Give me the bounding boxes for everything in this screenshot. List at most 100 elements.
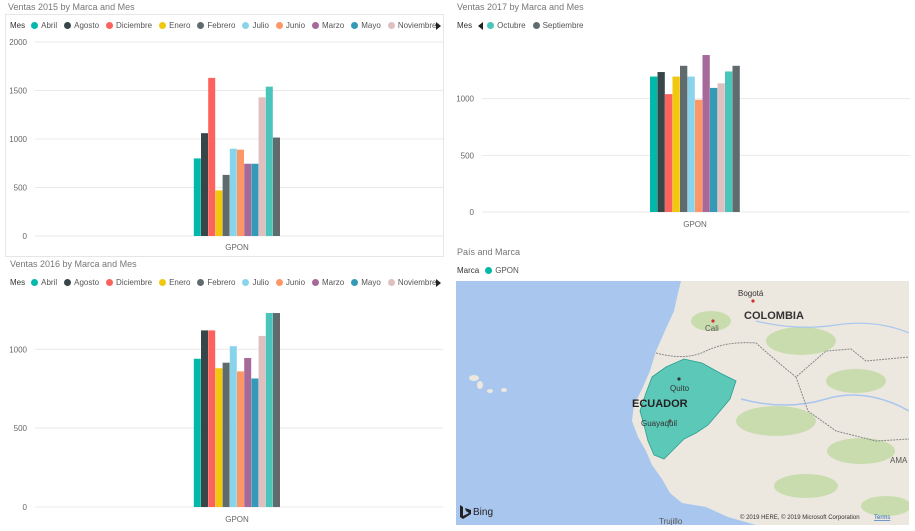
legend-next-arrow-icon[interactable] — [436, 279, 441, 287]
legend-prev-arrow-icon[interactable] — [478, 21, 484, 30]
bar-abril[interactable] — [193, 358, 201, 507]
legend-2017[interactable]: Mes Octubre Septiembre — [457, 21, 591, 30]
bar-julio[interactable] — [229, 346, 237, 507]
bar-octubre[interactable] — [265, 313, 273, 507]
legend-item-marzo[interactable]: Marzo — [312, 278, 344, 287]
bar-marzo[interactable] — [702, 55, 710, 213]
bar-noviembre[interactable] — [258, 97, 266, 236]
bar-febrero[interactable] — [680, 65, 688, 212]
map-canvas[interactable]: Bogotá COLOMBIA Cali Quito ECUADOR Guaya… — [456, 281, 909, 525]
legend-label: Abril — [41, 21, 58, 30]
map-label-quito: Quito — [670, 384, 690, 393]
map-label-trujillo: Trujillo — [659, 517, 683, 525]
bar-chart-2017[interactable]: 0 500 1000 GPON — [452, 32, 912, 232]
legend-label: Julio — [252, 278, 269, 287]
legend-item-enero[interactable]: Enero — [159, 278, 190, 287]
legend-item-agosto[interactable]: Agosto — [64, 278, 99, 287]
y-tick-label: 0 — [23, 232, 28, 241]
legend-item-noviembre[interactable]: Noviembre — [387, 278, 437, 287]
legend-label: Enero — [169, 278, 191, 287]
bar-septiembre[interactable] — [273, 137, 280, 236]
bar-chart-2015[interactable]: 0 500 1000 1500 2000 GPON — [5, 32, 445, 257]
bar-septiembre[interactable] — [273, 313, 280, 507]
legend-item-noviembre[interactable]: Noviembre — [387, 21, 437, 30]
map-legend-title: Marca — [457, 266, 480, 275]
bar-enero[interactable] — [672, 76, 680, 212]
legend-dot — [106, 22, 114, 29]
bar-junio[interactable] — [237, 371, 244, 507]
legend-item-enero[interactable]: Enero — [159, 21, 190, 30]
legend-dot — [351, 22, 359, 29]
legend-item-diciembre[interactable]: Diciembre — [106, 21, 152, 30]
map-terms-link[interactable]: Terms — [874, 515, 890, 521]
map-legend-item-gpon[interactable]: GPON — [485, 266, 519, 275]
legend-item-abril[interactable]: Abril — [31, 278, 57, 287]
legend-2016[interactable]: Mes Abril Agosto Diciembre Enero Febrero Julio… — [10, 278, 444, 287]
bar-diciembre[interactable] — [208, 77, 216, 236]
legend-dot — [106, 279, 114, 286]
legend-dot — [197, 22, 205, 29]
bar-noviembre[interactable] — [258, 335, 266, 507]
legend-item-septiembre[interactable]: Septiembre — [532, 21, 584, 30]
bar-enero[interactable] — [215, 190, 223, 236]
map-title: País and Marca — [457, 247, 521, 257]
legend-dot — [64, 279, 72, 286]
bar-agosto[interactable] — [201, 133, 208, 236]
bar-mayo[interactable] — [251, 378, 259, 507]
bar-diciembre[interactable] — [665, 94, 673, 212]
bar-enero[interactable] — [215, 368, 223, 507]
bar-agosto[interactable] — [657, 72, 665, 213]
bar-marzo[interactable] — [244, 163, 252, 236]
legend-dot — [387, 22, 395, 29]
chart-title-2016: Ventas 2016 by Marca and Mes — [10, 259, 137, 269]
bar-junio[interactable] — [695, 99, 703, 212]
legend-item-octubre[interactable]: Octubre — [487, 21, 526, 30]
legend-item-junio[interactable]: Junio — [275, 21, 305, 30]
legend-dot — [312, 22, 320, 29]
y-tick-label: 2000 — [9, 38, 27, 47]
bar-febrero[interactable] — [222, 362, 230, 507]
bar-noviembre[interactable] — [717, 83, 725, 212]
bar-diciembre[interactable] — [208, 330, 216, 507]
legend-label: Mayo — [361, 278, 381, 287]
legend-dot — [532, 22, 540, 29]
map-label-cali: Cali — [705, 324, 719, 333]
legend-dot — [64, 22, 72, 29]
legend-item-junio[interactable]: Junio — [275, 278, 306, 287]
legend-item-mayo[interactable]: Mayo — [351, 278, 381, 287]
legend-item-febrero[interactable]: Febrero — [197, 21, 235, 30]
bar-octubre[interactable] — [265, 86, 273, 236]
bar-agosto[interactable] — [201, 330, 208, 507]
map-view[interactable]: Bogotá COLOMBIA Cali Quito ECUADOR Guaya… — [456, 281, 909, 525]
legend-item-marzo[interactable]: Marzo — [312, 21, 344, 30]
legend-item-julio[interactable]: Julio — [242, 21, 269, 30]
legend-2015[interactable]: Mes Abril Agosto Diciembre Enero Febrero Julio… — [10, 21, 444, 30]
bar-julio[interactable] — [687, 76, 695, 212]
legend-item-julio[interactable]: Julio — [242, 278, 269, 287]
bar-abril[interactable] — [193, 158, 201, 236]
legend-item-agosto[interactable]: Agosto — [64, 21, 99, 30]
bar-mayo[interactable] — [251, 163, 259, 236]
bar-chart-2016[interactable]: 0 500 1000 GPON — [5, 292, 445, 528]
bar-julio[interactable] — [229, 148, 237, 236]
legend-label: Junio — [285, 278, 306, 287]
legend-dot — [351, 279, 359, 286]
legend-item-abril[interactable]: Abril — [31, 21, 57, 30]
bar-abril[interactable] — [650, 76, 658, 212]
bar-mayo[interactable] — [710, 87, 718, 212]
legend-item-diciembre[interactable]: Diciembre — [106, 278, 152, 287]
bar-octubre[interactable] — [725, 71, 733, 212]
y-tick-label: 1000 — [456, 95, 474, 104]
legend-item-mayo[interactable]: Mayo — [351, 21, 381, 30]
bar-febrero[interactable] — [222, 174, 230, 236]
bar-junio[interactable] — [237, 149, 244, 236]
bar-septiembre[interactable] — [732, 65, 740, 212]
map-legend[interactable]: Marca GPON — [457, 266, 526, 275]
map-legend-dot — [485, 267, 493, 274]
legend-dot — [387, 279, 395, 286]
legend-item-febrero[interactable]: Febrero — [197, 278, 235, 287]
legend-dot — [159, 279, 167, 286]
legend-next-arrow-icon[interactable] — [436, 22, 441, 30]
legend-label: Febrero — [207, 21, 236, 30]
bar-marzo[interactable] — [244, 357, 252, 507]
